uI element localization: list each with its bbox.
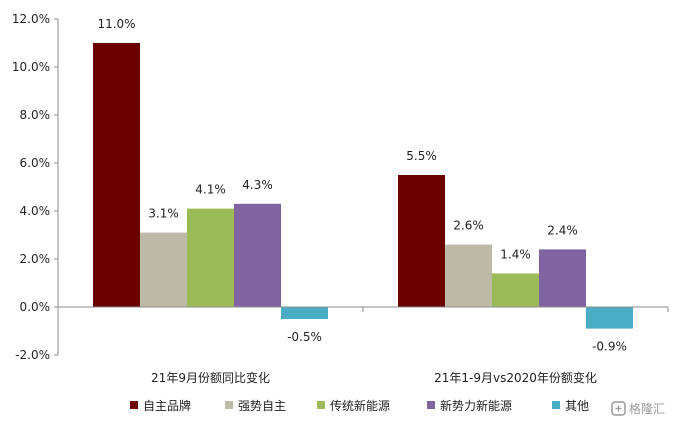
y-tick-label: 10.0% <box>12 60 50 74</box>
watermark-text: 格隆汇 <box>629 401 665 416</box>
x-axis: 21年9月份额同比变化 21年1-9月vs2020年份额变化 <box>57 306 669 385</box>
bar <box>281 307 328 319</box>
bar <box>586 307 633 329</box>
bar <box>398 175 445 307</box>
y-tick-label: 2.0% <box>20 252 51 266</box>
data-labels: 11.0% 3.1% 4.1% 4.3% -0.5% 5.5% 2.6% 1.4% 2.4% -0… <box>97 17 626 354</box>
bar <box>539 249 586 307</box>
bar-value-label: 4.3% <box>242 178 273 192</box>
y-tick-label: 12.0% <box>12 12 50 26</box>
bar-value-label: 2.6% <box>453 219 484 233</box>
bar-value-label: 3.1% <box>148 207 179 221</box>
legend-swatch <box>130 401 138 409</box>
legend-swatch <box>225 401 233 409</box>
legend-swatch <box>427 401 435 409</box>
legend-label: 强势自主 <box>238 399 286 413</box>
y-tick-label: -2.0% <box>15 348 50 362</box>
y-tick-label: 8.0% <box>20 108 51 122</box>
legend-label: 其他 <box>565 399 589 413</box>
bar-value-label: 2.4% <box>547 223 578 237</box>
legend-swatch <box>552 401 560 409</box>
legend-label: 自主品牌 <box>143 399 191 413</box>
y-tick-label: 4.0% <box>20 204 51 218</box>
bar-value-label: 11.0% <box>97 17 135 31</box>
bar-value-label: 4.1% <box>195 183 226 197</box>
legend-label: 传统新能源 <box>330 398 390 413</box>
y-tick-label: 6.0% <box>20 156 51 170</box>
bar-value-label: 5.5% <box>406 149 437 163</box>
legend-label: 新势力新能源 <box>440 398 512 413</box>
y-axis: -2.0% 0.0% 2.0% 4.0% 6.0% 8.0% 10.0% 12.0% <box>12 12 59 362</box>
x-category-label: 21年9月份额同比变化 <box>151 370 270 385</box>
legend-swatch <box>317 401 325 409</box>
bar <box>187 208 234 307</box>
bar-value-label: -0.5% <box>287 330 322 344</box>
bar <box>140 232 187 307</box>
bar <box>93 43 140 307</box>
bar-value-label: 1.4% <box>500 247 531 261</box>
y-tick-label: 0.0% <box>20 300 51 314</box>
bar <box>234 203 281 307</box>
gelonghui-logo-icon <box>611 401 626 416</box>
bar <box>492 273 539 307</box>
bar-value-label: -0.9% <box>592 340 627 354</box>
legend: 自主品牌 强势自主 传统新能源 新势力新能源 其他 <box>130 398 589 413</box>
bars <box>93 43 633 329</box>
bar <box>445 244 492 307</box>
x-category-label: 21年1-9月vs2020年份额变化 <box>434 370 597 385</box>
watermark: 格隆汇 <box>611 401 665 416</box>
